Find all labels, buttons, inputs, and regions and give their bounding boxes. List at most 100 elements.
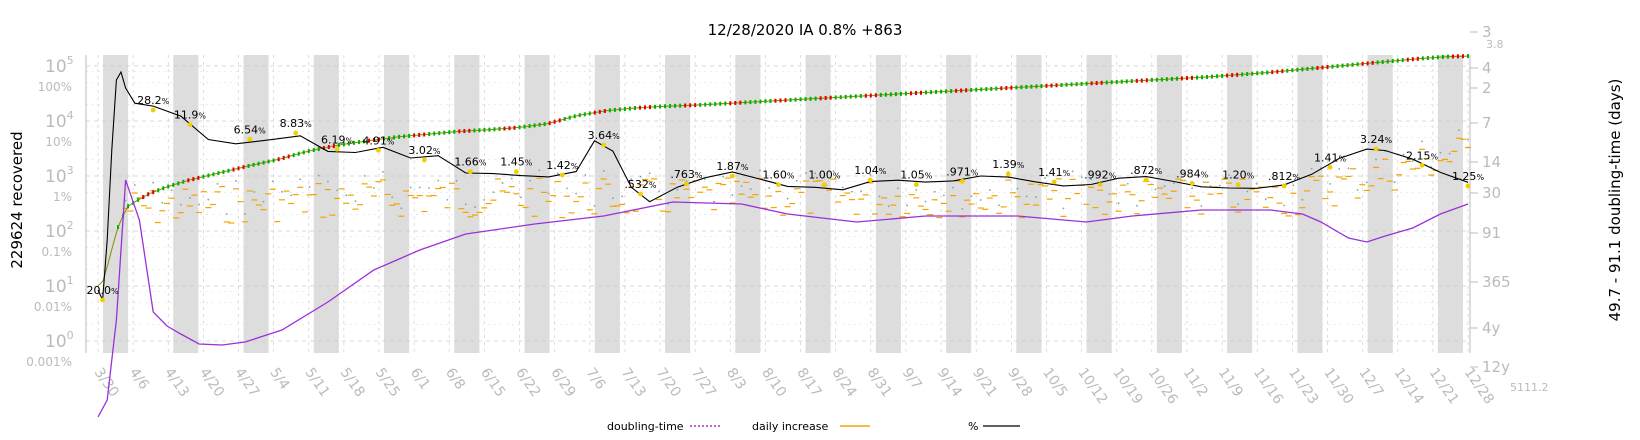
- cumulative-marker: [1035, 84, 1038, 89]
- daily-increase-markers: [122, 137, 1471, 224]
- cumulative-marker: [1236, 72, 1239, 77]
- cumulative-marker: [383, 136, 386, 141]
- cumulative-marker: [302, 150, 305, 155]
- cumulative-marker: [859, 94, 862, 99]
- rate-dot: [878, 195, 881, 198]
- cumulative-marker: [694, 103, 697, 108]
- rate-dot: [915, 189, 918, 191]
- cumulative-marker: [1346, 63, 1349, 68]
- cumulative-marker: [332, 143, 335, 148]
- rate-dot: [621, 195, 623, 198]
- percent-label: 3.64%: [588, 129, 621, 142]
- cumulative-marker: [674, 103, 677, 108]
- cumulative-marker: [704, 102, 707, 107]
- percent-tick-label: 100%: [38, 80, 72, 94]
- cumulative-marker: [1326, 65, 1329, 70]
- cumulative-marker: [774, 98, 777, 103]
- rate-dot: [575, 192, 578, 195]
- cumulative-marker: [1281, 69, 1284, 74]
- rate-dot: [924, 200, 927, 203]
- percent-label: .872%: [1130, 164, 1163, 177]
- cumulative-marker: [659, 104, 662, 109]
- cumulative-marker: [1376, 60, 1379, 65]
- cumulative-marker: [664, 104, 667, 109]
- percent-label: 3.24%: [1360, 133, 1393, 146]
- cumulative-marker: [804, 97, 807, 102]
- rate-dot: [336, 189, 338, 192]
- cumulative-marker: [297, 151, 300, 156]
- cumulative-marker: [960, 88, 963, 93]
- cumulative-marker: [1135, 78, 1138, 83]
- cumulative-marker: [277, 157, 280, 162]
- cumulative-marker: [1150, 78, 1153, 83]
- doubling-tick-label: 4y: [1482, 319, 1501, 337]
- percent-label: .992%: [1084, 169, 1117, 182]
- cumulative-marker: [508, 126, 511, 131]
- cumulative-marker: [1421, 56, 1424, 61]
- cumulative-marker: [1276, 69, 1279, 74]
- x-tick-label: 12/14: [1390, 365, 1426, 407]
- percent-sign: %: [162, 97, 170, 106]
- rate-dot: [133, 184, 136, 186]
- rate-dot: [676, 188, 679, 191]
- cumulative-marker: [237, 166, 240, 171]
- percent-sign: %: [1017, 161, 1025, 170]
- rate-dot: [207, 198, 210, 201]
- rate-dot: [823, 176, 826, 179]
- percent-label-marker: [334, 146, 340, 152]
- cumulative-marker: [197, 175, 200, 180]
- cumulative-marker: [1446, 54, 1449, 59]
- cumulative-marker: [935, 89, 938, 94]
- doubling-tick-label: 30: [1482, 184, 1501, 202]
- cumulative-marker: [854, 94, 857, 99]
- cumulative-marker: [1291, 68, 1294, 73]
- percent-sign: %: [479, 159, 487, 168]
- rate-dot: [547, 192, 550, 195]
- week-band: [1156, 55, 1182, 353]
- x-tick-label: 5/25: [372, 365, 403, 400]
- cumulative-marker: [789, 97, 792, 102]
- rate-dot: [1136, 204, 1138, 207]
- percent-tick-label: 1%: [53, 190, 72, 204]
- rate-dot: [722, 175, 725, 178]
- rate-dot: [1338, 168, 1341, 170]
- cumulative-marker: [1416, 56, 1419, 61]
- rate-dot: [952, 186, 955, 189]
- percent-label-marker: [559, 172, 565, 178]
- rate-dot: [1448, 152, 1451, 155]
- cumulative-marker: [1426, 56, 1429, 61]
- rate-dot: [1172, 182, 1175, 185]
- percent-label: 1.20%: [1222, 169, 1255, 182]
- cumulative-marker: [543, 122, 546, 127]
- cumulative-marker: [1140, 78, 1143, 83]
- percent-label: 1.42%: [546, 159, 579, 172]
- week-band: [946, 55, 972, 353]
- rate-dot: [161, 201, 164, 204]
- cumulative-marker: [1356, 62, 1359, 67]
- rate-dot: [1200, 205, 1203, 207]
- percent-label-marker: [776, 182, 781, 188]
- cumulative-marker: [1451, 54, 1454, 59]
- rate-dot: [253, 191, 256, 193]
- rate-dot: [1347, 167, 1350, 170]
- percent-label: 1.00%: [808, 169, 841, 182]
- percent-label-marker: [638, 191, 643, 197]
- percent-label-marker: [187, 122, 193, 128]
- rate-dot: [1044, 177, 1046, 179]
- cumulative-marker: [1160, 77, 1163, 82]
- percent-sign: %: [833, 172, 841, 181]
- x-tick-label: 8/10: [758, 365, 789, 400]
- cumulative-marker: [528, 124, 531, 129]
- cumulative-marker: [925, 90, 928, 95]
- rate-dot: [814, 172, 817, 175]
- rate-dot: [1301, 198, 1304, 201]
- cumulative-marker: [739, 100, 742, 105]
- cumulative-marker: [357, 140, 360, 145]
- cumulative-marker: [1316, 65, 1319, 70]
- percent-label-marker: [293, 130, 299, 136]
- rate-dot: [832, 170, 835, 173]
- x-tick-label: 11/2: [1180, 365, 1211, 400]
- cumulative-marker: [769, 99, 772, 104]
- cumulative-marker: [212, 172, 215, 177]
- week-band: [524, 55, 550, 353]
